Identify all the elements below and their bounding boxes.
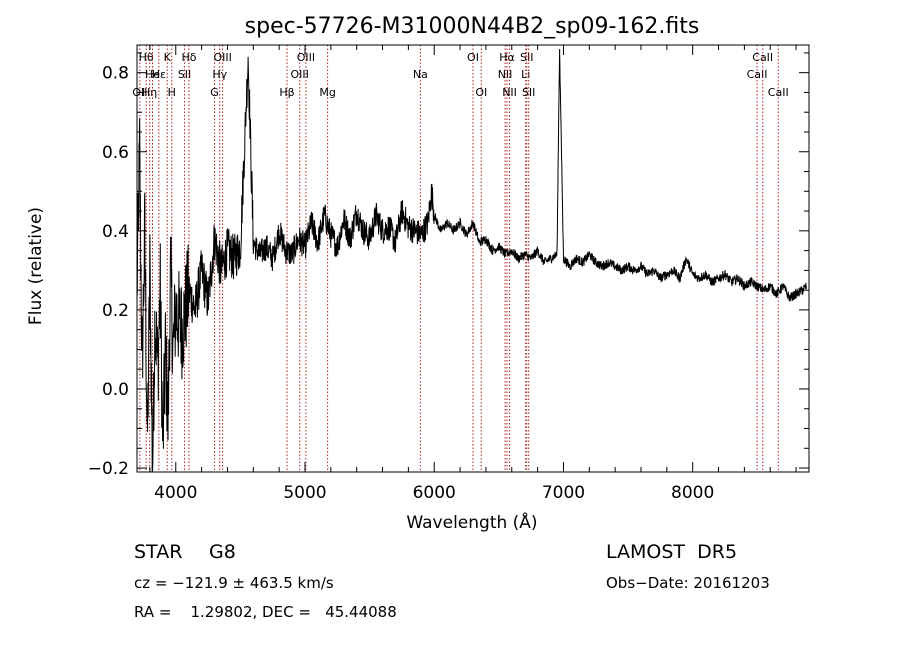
y-tick-label: −0.2	[88, 459, 129, 479]
line-marker-label: G	[210, 86, 219, 99]
line-marker-label: CaII	[747, 68, 768, 81]
line-marker-label: NII	[502, 86, 517, 99]
x-axis-label: Wavelength (Å)	[406, 511, 537, 533]
x-tick-label: 8000	[671, 483, 714, 503]
line-marker-label: He	[145, 68, 160, 81]
line-marker-label: Hγ	[212, 68, 227, 81]
x-tick-label: 4000	[154, 483, 197, 503]
object-subclass: G8	[209, 541, 236, 563]
line-marker-label: SII	[520, 51, 533, 64]
line-marker-label: OIII	[213, 51, 231, 64]
y-tick-label: 0.4	[102, 222, 129, 242]
line-marker-label: Hε	[152, 68, 166, 81]
y-tick-label: 0.6	[102, 143, 129, 163]
chart-title: spec-57726-M31000N44B2_sp09-162.fits	[245, 14, 700, 39]
x-tick-label: 7000	[542, 483, 585, 503]
line-marker-label: Na	[413, 68, 428, 81]
line-marker-label: CaII	[752, 51, 773, 64]
line-marker-label: OI	[467, 51, 479, 64]
line-marker-label: H	[168, 86, 176, 99]
y-tick-label: 0.8	[102, 64, 129, 84]
x-tick-label: 5000	[283, 483, 326, 503]
redshift-info: cz = −121.9 ± 463.5 km/s	[134, 574, 334, 592]
line-marker-label: Hα	[499, 51, 515, 64]
line-marker-label: SII	[178, 68, 191, 81]
line-marker-label: Hδ	[181, 51, 196, 64]
line-marker-label: CaII	[768, 86, 789, 99]
line-marker-label: OI	[475, 86, 487, 99]
survey-name: LAMOST DR5	[606, 541, 738, 563]
line-marker-label: Mg	[319, 86, 335, 99]
line-marker-label: K	[164, 51, 172, 64]
line-marker-label: OIII	[291, 68, 309, 81]
line-marker-label: Hη	[142, 86, 157, 99]
line-marker-label: Hθ	[139, 51, 154, 64]
line-marker-label: SII	[522, 86, 535, 99]
coordinates: RA = 1.29802, DEC = 45.44088	[134, 603, 397, 621]
y-tick-label: 0.2	[102, 301, 129, 321]
line-marker-label: Hβ	[279, 86, 294, 99]
axes: 4000 5000 6000 7000 8000 −0.2 0.0 0.2 0.4 0.6 0.8	[88, 44, 810, 503]
spectrum-series	[136, 48, 807, 473]
y-axis-label: Flux (relative)	[26, 207, 46, 325]
line-marker-label: NII	[498, 68, 513, 81]
object-class: STAR	[134, 541, 183, 563]
line-marker-label: OIII	[297, 51, 315, 64]
plot-frame	[136, 44, 810, 473]
spectrum-line	[136, 48, 807, 473]
y-tick-label: 0.0	[102, 380, 129, 400]
obs-date: Obs−Date: 20161203	[606, 574, 770, 592]
line-marker-label: Li	[521, 68, 530, 81]
x-tick-label: 6000	[413, 483, 456, 503]
